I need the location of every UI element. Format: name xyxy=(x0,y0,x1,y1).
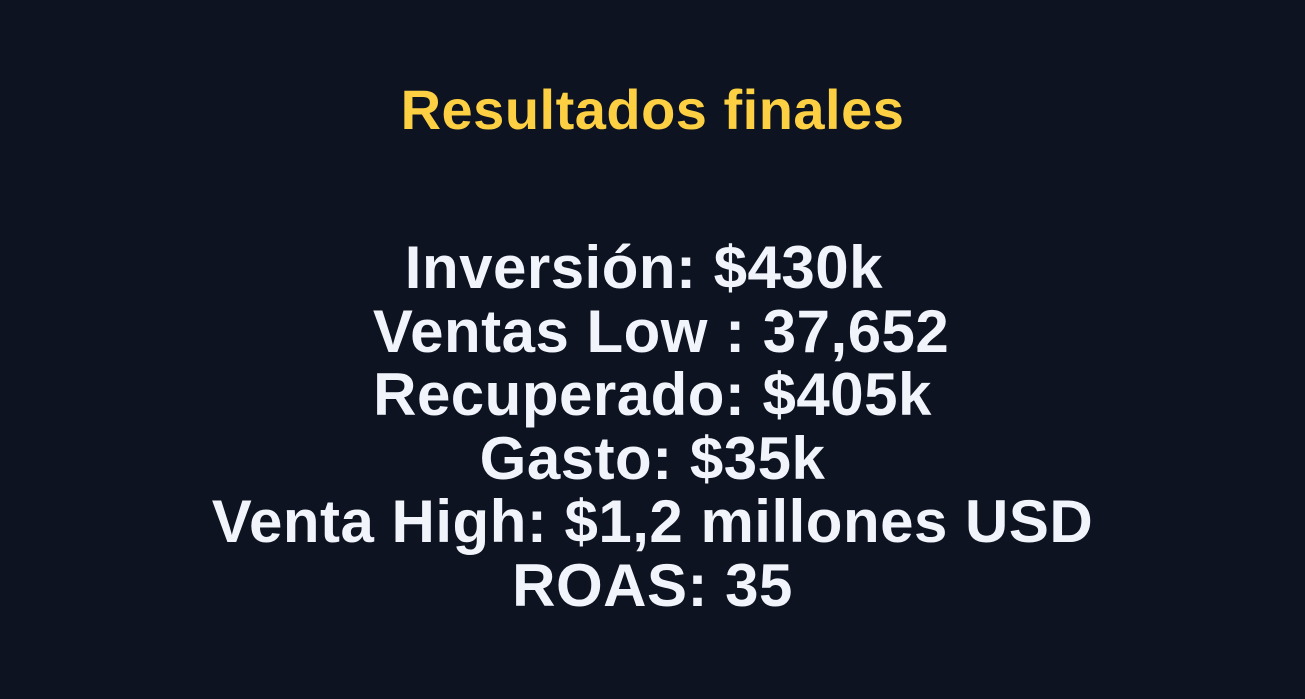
result-line-gasto: Gasto: $35k xyxy=(479,424,826,492)
slide-title: Resultados finales xyxy=(400,78,905,141)
result-line-roas: ROAS: 35 xyxy=(512,551,793,619)
result-line-inversion: Inversión: $430k xyxy=(404,234,901,301)
result-line-venta-high: Venta High: $1,2 millones USD xyxy=(211,488,1094,555)
result-line-recuperado: Recuperado: $405k xyxy=(373,361,932,428)
results-list: Inversión: $430k Ventas Low : 37,652 Rec… xyxy=(0,236,1305,617)
result-line-ventas-low: Ventas Low : 37,652 xyxy=(355,297,950,365)
